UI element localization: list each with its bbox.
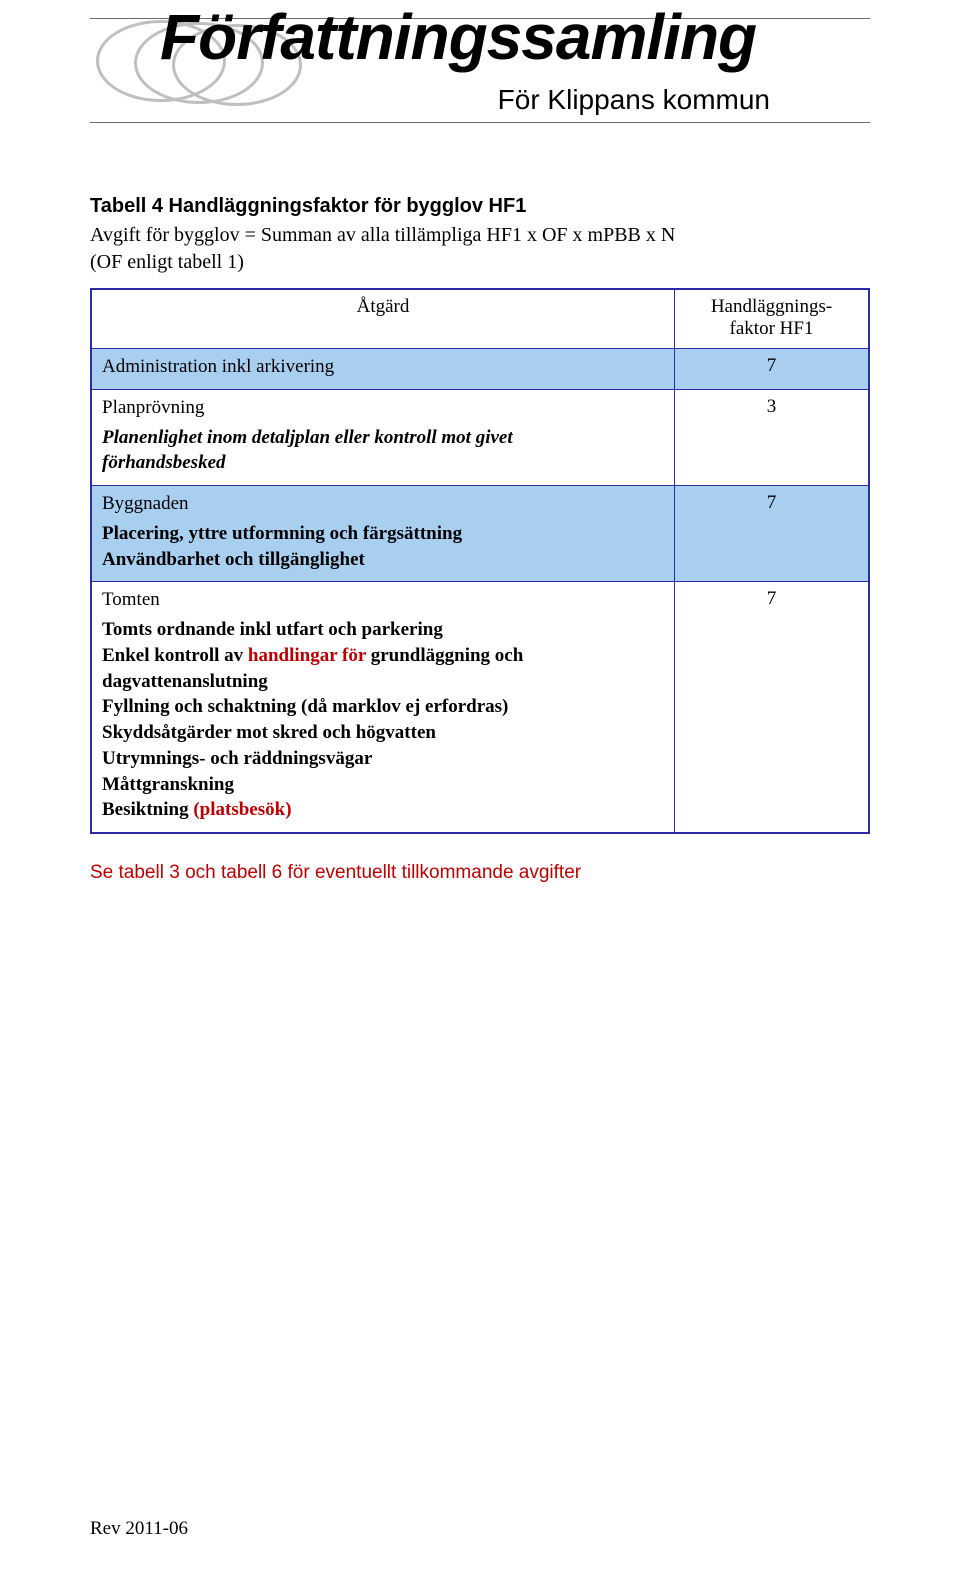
row-description: TomtenTomts ordnande inkl utfart och par… bbox=[91, 582, 675, 833]
table-row: TomtenTomts ordnande inkl utfart och par… bbox=[91, 582, 869, 833]
row-value: 7 bbox=[675, 582, 870, 833]
table-row: PlanprövningPlanenlighet inom detaljplan… bbox=[91, 389, 869, 485]
row-description: PlanprövningPlanenlighet inom detaljplan… bbox=[91, 389, 675, 485]
row-value: 7 bbox=[675, 486, 870, 582]
table-row: Administration inkl arkivering7 bbox=[91, 349, 869, 390]
section-title: Tabell 4 Handläggningsfaktor för bygglov… bbox=[90, 195, 870, 218]
factor-table: Åtgärd Handläggnings- faktor HF1 Adminis… bbox=[90, 288, 870, 834]
col-header-factor: Handläggnings- faktor HF1 bbox=[675, 289, 870, 349]
formula-line: Avgift för bygglov = Summan av alla till… bbox=[90, 224, 870, 247]
footnote: Se tabell 3 och tabell 6 för eventuellt … bbox=[90, 862, 870, 884]
header-rule-bottom bbox=[90, 122, 870, 123]
banner-subtitle: För Klippans kommun bbox=[498, 84, 770, 116]
formula-note: (OF enligt tabell 1) bbox=[90, 251, 870, 274]
header-banner: Författningssamling För Klippans kommun bbox=[90, 0, 870, 155]
banner-title: Författningssamling bbox=[160, 0, 756, 74]
footer-rev: Rev 2011-06 bbox=[90, 1518, 188, 1540]
row-description: ByggnadenPlacering, yttre utformning och… bbox=[91, 486, 675, 582]
table-row: ByggnadenPlacering, yttre utformning och… bbox=[91, 486, 869, 582]
row-value: 3 bbox=[675, 389, 870, 485]
row-description: Administration inkl arkivering bbox=[91, 349, 675, 390]
row-value: 7 bbox=[675, 349, 870, 390]
col-header-action: Åtgärd bbox=[91, 289, 675, 349]
